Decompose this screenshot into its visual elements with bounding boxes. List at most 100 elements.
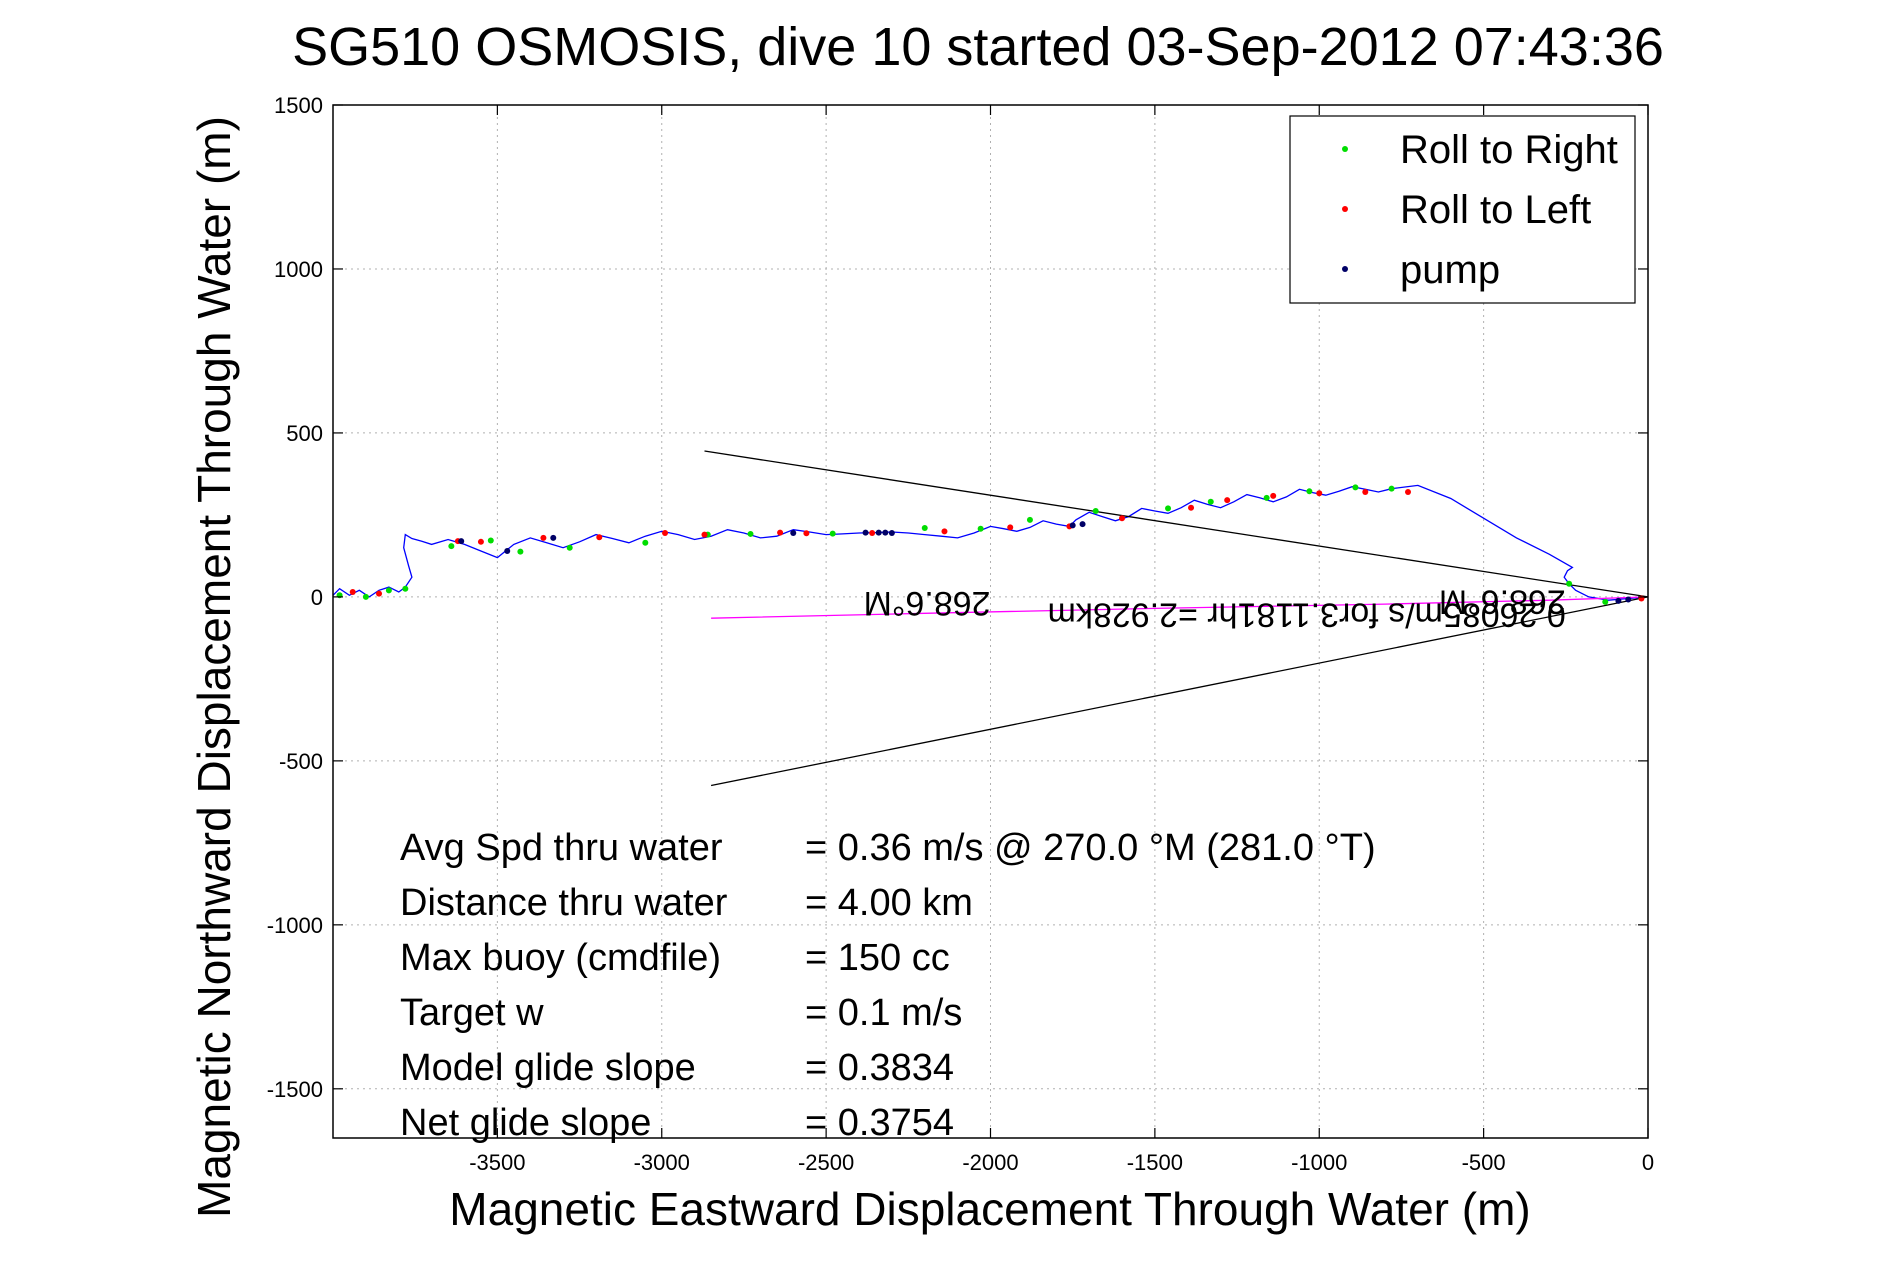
roll-to-right-point [747, 530, 754, 537]
stats-value: = 150 cc [805, 937, 950, 979]
roll-to-right-point [1026, 516, 1033, 523]
y-tick-label: 1500 [274, 93, 323, 118]
stats-label: Max buoy (cmdfile) [400, 937, 721, 979]
stats-value: = 0.36 m/s @ 270.0 °M (281.0 °T) [805, 827, 1376, 869]
series-line-1 [711, 596, 1649, 619]
x-axis-label: Magnetic Eastward Displacement Through W… [449, 1183, 1530, 1235]
stats-value: = 0.1 m/s [805, 992, 962, 1034]
roll-to-right-point [448, 543, 455, 550]
series-line-3 [710, 596, 1649, 787]
pump-point [550, 534, 557, 541]
roll-to-right-point [402, 585, 409, 592]
roll-to-right-point [1165, 505, 1172, 512]
pump-point [1625, 596, 1632, 603]
roll-to-right-point [1388, 485, 1395, 492]
legend-label: Roll to Left [1400, 188, 1591, 232]
roll-to-left-point [777, 529, 784, 536]
roll-to-left-point [1316, 490, 1323, 497]
roll-to-left-point [701, 531, 708, 538]
roll-to-right-point [517, 548, 524, 555]
roll-to-left-point [803, 530, 810, 537]
roll-to-left-point [1224, 497, 1231, 504]
roll-to-right-point [1566, 580, 1573, 587]
roll-to-left-point [349, 588, 356, 595]
annotation-text: 268.6°M [863, 584, 990, 622]
stats-value: = 0.3834 [805, 1047, 954, 1089]
pump-point [862, 529, 869, 536]
stats-value: = 0.3754 [805, 1102, 954, 1144]
pump-point [790, 529, 797, 536]
roll-to-left-point [596, 534, 603, 541]
roll-to-right-point [362, 593, 369, 600]
y-tick-label: 1000 [274, 257, 323, 282]
roll-to-right-point [566, 544, 573, 551]
x-tick-label: 0 [1642, 1150, 1654, 1175]
pump-point [882, 529, 889, 536]
roll-to-right-point [977, 525, 984, 532]
roll-to-left-point [869, 529, 876, 536]
roll-to-right-point [642, 539, 649, 546]
roll-to-right-point [1263, 494, 1270, 501]
stats-label: Distance thru water [400, 882, 728, 924]
x-tick-label: -1500 [1127, 1150, 1183, 1175]
pump-point [1069, 522, 1076, 529]
legend: Roll to Right Roll to Left pump [1289, 115, 1636, 304]
roll-to-left-point [1119, 515, 1125, 522]
ticks-layer: -3500 -3000 -2500 -2000 -1500 -1000 -500 0 1500 1… [267, 93, 1654, 1175]
roll-to-left-point [1362, 488, 1369, 495]
stats-value: = 4.00 km [805, 882, 973, 924]
roll-to-right-point [487, 537, 494, 544]
pump-point [875, 529, 882, 536]
pump-point [504, 547, 511, 554]
roll-to-right-point [829, 530, 836, 537]
legend-marker [1342, 206, 1348, 212]
y-tick-label: -1500 [267, 1077, 323, 1102]
pump-point [458, 538, 465, 545]
y-axis-label: Magnetic Northward Displacement Through … [188, 116, 240, 1218]
series-line-0 [332, 484, 1649, 601]
data-layer [332, 450, 1649, 787]
legend-label: Roll to Right [1400, 128, 1618, 172]
roll-to-left-point [1270, 492, 1277, 499]
stats-label: Model glide slope [400, 1047, 696, 1089]
x-tick-label: -2000 [962, 1150, 1018, 1175]
roll-to-left-point [941, 528, 948, 535]
x-tick-label: -2500 [798, 1150, 854, 1175]
x-tick-label: -3000 [634, 1150, 690, 1175]
series-line-2 [704, 450, 1649, 598]
x-tick-label: -1000 [1291, 1150, 1347, 1175]
pump-point [888, 529, 895, 536]
x-tick-label: -500 [1462, 1150, 1506, 1175]
y-tick-label: 500 [286, 421, 323, 446]
y-tick-label: -500 [279, 749, 323, 774]
roll-to-right-point [1352, 484, 1359, 491]
roll-to-left-point [1007, 524, 1014, 531]
roll-to-right-point [385, 587, 392, 594]
pump-point [1615, 597, 1622, 604]
x-tick-label: -3500 [469, 1150, 525, 1175]
roll-to-right-point [1207, 498, 1214, 505]
legend-marker [1342, 266, 1348, 272]
annotation-text: 0.26085m/s for3.1181hr =2.928km [1048, 596, 1566, 634]
roll-to-left-point [662, 529, 669, 536]
stats-label: Avg Spd thru water [400, 827, 723, 869]
roll-to-right-point [1092, 507, 1099, 514]
annotation-text: 268.6°M [1439, 582, 1566, 620]
roll-to-right-point [921, 525, 928, 532]
annotation-layer: 268.6°M 268.6°M0.26085m/s for3.1181hr =2.… [863, 582, 1565, 633]
roll-to-right-point [1602, 598, 1609, 605]
roll-to-left-point [376, 590, 383, 597]
y-tick-label: 0 [311, 585, 323, 610]
stats-label: Net glide slope [400, 1102, 651, 1144]
stats-label: Target w [400, 992, 544, 1034]
y-tick-label: -1000 [267, 913, 323, 938]
roll-to-left-point [540, 534, 547, 541]
chart-title: SG510 OSMOSIS, dive 10 started 03-Sep-20… [292, 17, 1664, 77]
stats-block: Avg Spd thru water = 0.36 m/s @ 270.0 °M … [400, 827, 1376, 1144]
roll-to-left-point [1405, 488, 1412, 495]
roll-to-left-point [477, 538, 484, 545]
legend-marker [1342, 146, 1348, 152]
pump-point [1079, 521, 1086, 528]
roll-to-right-point [1306, 488, 1313, 495]
